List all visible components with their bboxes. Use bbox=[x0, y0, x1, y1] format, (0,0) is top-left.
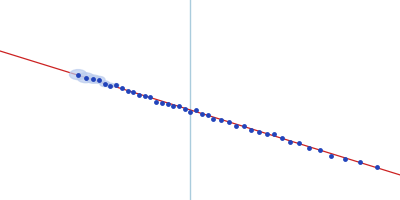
Point bbox=[256, 130, 262, 133]
Point bbox=[142, 95, 148, 98]
Point bbox=[248, 128, 255, 131]
Point bbox=[159, 102, 165, 105]
Point bbox=[124, 89, 131, 93]
Point bbox=[170, 104, 176, 108]
Point bbox=[102, 82, 108, 85]
Point bbox=[374, 165, 380, 169]
Point bbox=[210, 117, 216, 120]
Point bbox=[279, 137, 285, 140]
Point bbox=[75, 73, 81, 76]
Point bbox=[82, 76, 89, 79]
Point bbox=[218, 118, 224, 122]
Point bbox=[153, 100, 159, 103]
Point bbox=[271, 132, 278, 135]
Point bbox=[305, 146, 312, 150]
Point bbox=[328, 154, 335, 158]
Point bbox=[241, 124, 247, 128]
Point bbox=[113, 83, 119, 87]
Ellipse shape bbox=[114, 83, 119, 87]
Point bbox=[296, 141, 302, 144]
Point bbox=[264, 133, 270, 136]
Point bbox=[286, 140, 293, 144]
Point bbox=[187, 110, 194, 113]
Ellipse shape bbox=[107, 83, 114, 88]
Point bbox=[199, 112, 205, 115]
Point bbox=[136, 93, 142, 96]
Point bbox=[233, 124, 239, 127]
Point bbox=[107, 84, 114, 87]
Point bbox=[90, 78, 96, 81]
Point bbox=[182, 108, 188, 111]
Point bbox=[119, 86, 125, 89]
Point bbox=[176, 104, 182, 108]
Point bbox=[164, 102, 171, 105]
Point bbox=[130, 90, 136, 93]
Point bbox=[193, 108, 199, 112]
Ellipse shape bbox=[100, 81, 110, 87]
Point bbox=[357, 161, 363, 164]
Point bbox=[225, 120, 232, 123]
Point bbox=[204, 114, 211, 117]
Point bbox=[96, 78, 102, 81]
Point bbox=[342, 158, 348, 161]
Ellipse shape bbox=[93, 76, 105, 83]
Point bbox=[317, 148, 323, 151]
Ellipse shape bbox=[86, 75, 100, 83]
Ellipse shape bbox=[70, 70, 87, 80]
Ellipse shape bbox=[77, 73, 94, 83]
Point bbox=[147, 96, 154, 99]
